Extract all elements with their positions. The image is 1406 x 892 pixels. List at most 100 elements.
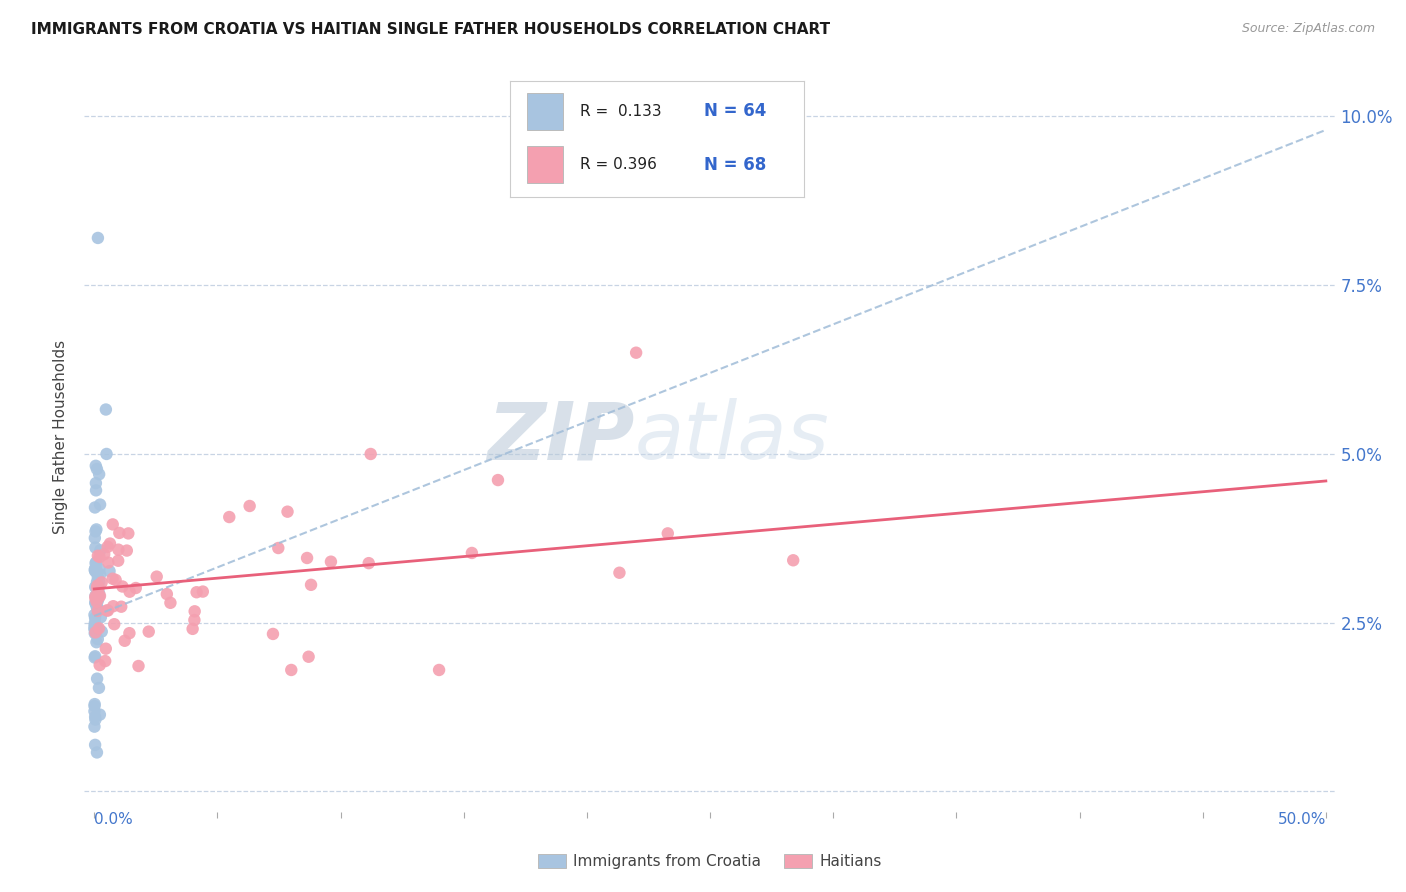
Point — [96, 447, 118, 461]
Point — [86, 600, 108, 615]
Point — [87, 586, 110, 600]
Point — [84, 625, 107, 640]
Point — [87, 549, 110, 563]
Point — [86, 600, 108, 615]
Point — [94, 402, 117, 417]
Point — [83, 720, 105, 734]
Point — [156, 587, 179, 601]
Legend: Immigrants from Croatia, Haitians: Immigrants from Croatia, Haitians — [531, 848, 889, 875]
Point — [86, 621, 108, 635]
Point — [114, 633, 136, 648]
Point — [83, 622, 105, 636]
Point — [138, 624, 160, 639]
Point — [84, 524, 107, 539]
Y-axis label: Single Father Households: Single Father Households — [53, 340, 69, 534]
Point — [486, 473, 509, 487]
Point — [84, 476, 107, 491]
Point — [609, 566, 631, 580]
Point — [86, 574, 108, 589]
Point — [101, 517, 124, 532]
Point — [110, 599, 132, 614]
Point — [84, 483, 107, 498]
Point — [276, 505, 298, 519]
Point — [357, 556, 380, 570]
Point — [84, 564, 107, 578]
Point — [84, 649, 107, 664]
Point — [83, 615, 105, 630]
Text: 50.0%: 50.0% — [1278, 812, 1326, 827]
Point — [87, 681, 110, 695]
Point — [86, 564, 108, 578]
Point — [94, 641, 117, 656]
Point — [87, 632, 110, 647]
Point — [96, 603, 118, 617]
Point — [83, 619, 105, 633]
Point — [427, 663, 450, 677]
Point — [118, 626, 141, 640]
Point — [89, 467, 111, 482]
Point — [624, 345, 647, 359]
Point — [86, 746, 108, 760]
Point — [191, 584, 214, 599]
Point — [83, 607, 105, 622]
Point — [84, 500, 107, 515]
Point — [183, 604, 205, 618]
Point — [108, 525, 131, 540]
Point — [93, 547, 115, 561]
Point — [86, 595, 108, 609]
Point — [111, 580, 134, 594]
Text: IMMIGRANTS FROM CROATIA VS HAITIAN SINGLE FATHER HOUSEHOLDS CORRELATION CHART: IMMIGRANTS FROM CROATIA VS HAITIAN SINGL… — [31, 22, 830, 37]
Point — [84, 458, 107, 473]
Point — [84, 738, 107, 752]
Point — [87, 604, 110, 618]
Point — [84, 589, 107, 603]
Point — [97, 540, 120, 554]
Point — [86, 566, 108, 580]
Point — [239, 499, 262, 513]
Point — [84, 710, 107, 724]
Point — [89, 574, 111, 589]
Point — [262, 627, 284, 641]
Point — [84, 625, 107, 640]
Point — [782, 553, 804, 567]
Point — [101, 572, 124, 586]
Point — [87, 621, 110, 635]
Point — [84, 611, 107, 625]
Point — [87, 570, 110, 584]
Point — [89, 498, 111, 512]
Point — [83, 698, 105, 713]
Point — [89, 590, 111, 604]
Point — [84, 580, 107, 594]
Point — [97, 556, 120, 570]
Point — [84, 595, 107, 609]
Point — [90, 610, 112, 624]
Point — [87, 231, 110, 245]
Text: atlas: atlas — [636, 398, 830, 476]
Point — [83, 704, 105, 718]
Point — [86, 672, 108, 686]
Point — [86, 578, 108, 592]
Point — [90, 624, 112, 639]
Point — [97, 603, 120, 617]
Point — [89, 543, 111, 558]
Point — [84, 561, 107, 575]
Point — [84, 596, 107, 610]
Point — [118, 584, 141, 599]
Point — [83, 531, 105, 545]
Point — [84, 556, 107, 570]
Point — [125, 581, 148, 595]
Point — [86, 555, 108, 569]
Point — [83, 626, 105, 640]
Point — [86, 462, 108, 476]
Point — [360, 447, 382, 461]
Point — [83, 563, 105, 577]
Point — [107, 542, 129, 557]
Point — [87, 581, 110, 595]
Point — [218, 510, 240, 524]
Text: 0.0%: 0.0% — [94, 812, 134, 827]
Point — [186, 585, 208, 599]
Point — [83, 697, 105, 711]
Point — [103, 599, 125, 614]
Point — [657, 526, 679, 541]
Point — [84, 541, 107, 555]
